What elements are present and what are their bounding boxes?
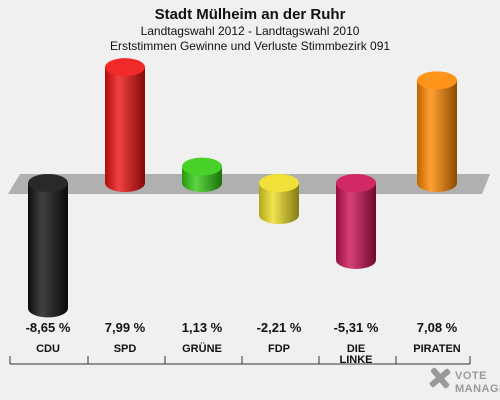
value-label: -5,31 %	[334, 320, 379, 335]
chart-subtitle-2: Erststimmen Gewinne und Verluste Stimmbe…	[110, 39, 390, 53]
category-label: PIRATEN	[413, 343, 461, 355]
category-label: SPD	[114, 343, 137, 355]
bar-body	[336, 183, 376, 269]
category-label: GRÜNE	[182, 342, 222, 355]
bar-top	[28, 174, 68, 192]
bar-die-linke	[336, 174, 376, 269]
watermark-line2: MANAGER	[455, 383, 500, 395]
category-label: CDU	[36, 343, 60, 355]
bar-top	[105, 58, 145, 77]
bar-fdp	[259, 174, 299, 225]
watermark-line1: VOTE	[455, 370, 487, 382]
axis	[9, 356, 471, 365]
category-label: FDP	[268, 343, 290, 355]
chart-subtitle-1: Landtagswahl 2012 - Landtagswahl 2010	[141, 24, 360, 38]
value-label: 1,13 %	[182, 320, 223, 335]
bar-cdu	[28, 174, 68, 318]
category-label: LINKE	[340, 354, 373, 366]
bar-body	[259, 183, 299, 225]
bar-body	[28, 183, 68, 318]
bar-top	[417, 71, 457, 90]
bar-gr-ne	[182, 157, 222, 192]
bar-body	[417, 80, 457, 192]
vote-manager-logo: VOTE MANAGER	[429, 367, 500, 395]
value-label: 7,99 %	[105, 320, 146, 335]
category-label: DIE	[347, 343, 365, 355]
value-label: 7,08 %	[417, 320, 458, 335]
bar-top	[336, 174, 376, 192]
bar-top	[259, 174, 299, 192]
bar-group	[28, 58, 457, 318]
bar-spd	[105, 58, 145, 192]
bar-piraten	[417, 71, 457, 192]
label-group: -8,65 % CDU 7,99 % SPD 1,13 % GRÜNE -2,21 % FDP…	[26, 320, 461, 366]
value-label: -2,21 %	[257, 320, 302, 335]
chart-title: Stadt Mülheim an der Ruhr	[155, 6, 346, 23]
value-label: -8,65 %	[26, 320, 71, 335]
bar-body	[105, 67, 145, 192]
bar-top	[182, 157, 222, 176]
